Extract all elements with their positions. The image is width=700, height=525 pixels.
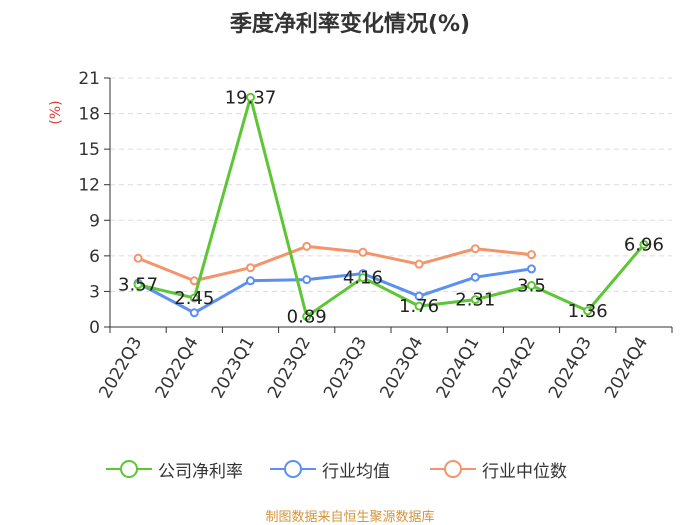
y-tick-label: 6 [89,247,100,267]
legend-marker-circle [120,460,138,478]
data-point [470,295,480,305]
grid-lines [110,77,672,292]
legend-item[interactable]: 公司净利率 [106,456,243,482]
data-label: 0.89 [287,306,327,327]
data-label: 3.57 [118,275,158,296]
legend-label: 行业均值 [322,461,390,482]
x-tick-label: 2022Q4 [152,334,203,402]
x-tick-label: 2024Q3 [545,334,596,402]
legend-item[interactable]: 行业均值 [270,456,390,482]
data-point [302,241,312,251]
y-tick-label: 18 [78,105,100,125]
data-point [189,293,199,303]
source-note: 制图数据来自恒生聚源数据库 [265,510,435,525]
x-tick-label: 2024Q1 [433,334,484,402]
x-tick-label: 2023Q3 [320,334,371,402]
data-point [527,281,536,290]
x-tick-label: 2023Q2 [264,334,315,402]
data-point [302,311,312,321]
legend-marker-icon [430,460,476,478]
data-point [639,239,649,249]
data-label: 1.36 [568,301,608,322]
data-label: 2.45 [174,288,214,309]
data-point [583,306,593,316]
series-line [137,95,646,318]
y-tick-label: 0 [89,318,100,338]
series-line [137,267,532,315]
data-point [358,247,368,257]
data-point [470,272,480,282]
legend: 公司净利率 行业均值 行业中位数 [0,456,700,482]
data-point [246,276,255,286]
data-point [302,275,312,285]
y-tick-label: 3 [89,282,100,302]
x-tick-label: 2024Q2 [489,334,540,402]
data-point [414,291,424,301]
x-tick-label: 2024Q4 [601,334,652,402]
data-point [527,250,536,260]
y-tick-label: 21 [78,69,100,89]
legend-marker-icon [270,460,316,478]
data-label: 4.16 [343,268,383,289]
data-point [246,263,255,273]
data-label: 1.76 [399,296,439,317]
x-tick-label: 2023Q4 [376,334,427,402]
data-label: 3.5 [517,276,546,297]
legend-marker-icon [106,460,152,478]
x-tick-label: 2023Q1 [208,334,259,402]
data-point [133,253,143,263]
data-point [189,276,199,286]
data-point [414,259,424,269]
y-tick-label: 15 [78,140,100,160]
legend-marker-circle [444,460,462,478]
legend-marker-circle [284,460,302,478]
series-lines [133,92,649,321]
x-tick-label: 2022Q3 [95,334,146,402]
data-point [358,273,368,283]
data-point [527,264,536,274]
data-point [133,280,143,290]
data-label: 6.96 [624,234,664,255]
data-point [414,301,424,311]
series-line [137,244,532,283]
data-labels: 3.57 2.45 19.37 0.89 4.16 1.76 2.31 3.5 1.36 6.96 [118,87,664,327]
legend-label: 公司净利率 [158,461,243,482]
data-point [246,92,255,102]
data-point [470,244,480,254]
y-tick-label: 12 [78,176,100,196]
data-label: 19.37 [225,87,277,108]
y-axis-label: (%) [48,100,64,124]
data-point [189,308,199,318]
y-tick-label: 9 [89,211,100,231]
legend-label: 行业中位数 [482,461,567,482]
data-label: 2.31 [455,290,495,311]
chart-title: 季度净利率变化情况(%) [229,12,471,37]
legend-item[interactable]: 行业中位数 [430,456,567,482]
